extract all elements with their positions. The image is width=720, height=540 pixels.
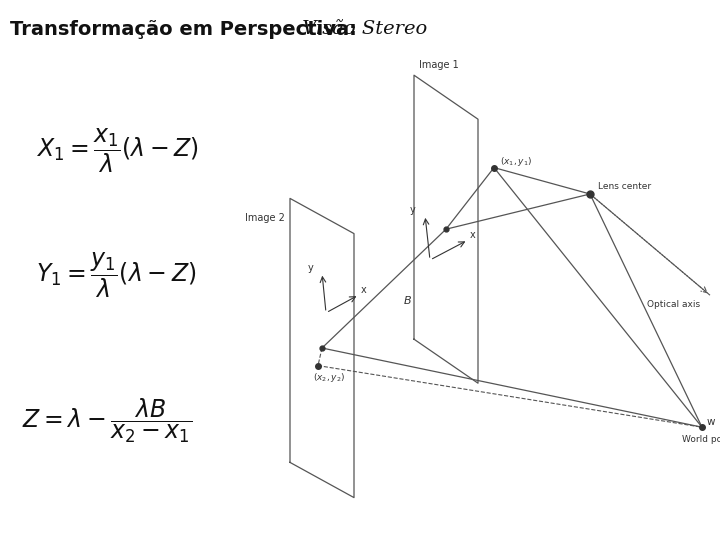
Text: x: x <box>361 285 366 295</box>
Text: x: x <box>470 230 476 240</box>
Text: $(x_1, y_1)$: $(x_1, y_1)$ <box>500 154 532 167</box>
Text: Transformação em Perspectiva:: Transformação em Perspectiva: <box>10 20 357 39</box>
Text: Image 1: Image 1 <box>419 60 459 70</box>
Text: w: w <box>707 417 716 427</box>
Text: y: y <box>410 205 415 215</box>
Text: $X_1 = \dfrac{x_1}{\lambda}\left(\lambda - Z\right)$: $X_1 = \dfrac{x_1}{\lambda}\left(\lambda… <box>36 127 199 176</box>
Text: y: y <box>308 263 314 273</box>
Text: $(x_2, y_2)$: $(x_2, y_2)$ <box>313 370 345 383</box>
Text: Visão Stereo: Visão Stereo <box>296 20 427 38</box>
Text: World point: World point <box>682 435 720 444</box>
Text: B: B <box>404 295 412 306</box>
Text: $Y_1 = \dfrac{y_1}{\lambda}\left(\lambda - Z\right)$: $Y_1 = \dfrac{y_1}{\lambda}\left(\lambda… <box>36 251 197 300</box>
Text: Lens center: Lens center <box>598 182 651 191</box>
Text: Image 2: Image 2 <box>245 213 285 224</box>
Text: Optical axis: Optical axis <box>647 300 700 309</box>
Text: $Z = \lambda - \dfrac{\lambda B}{x_2 - x_1}$: $Z = \lambda - \dfrac{\lambda B}{x_2 - x… <box>22 397 192 445</box>
